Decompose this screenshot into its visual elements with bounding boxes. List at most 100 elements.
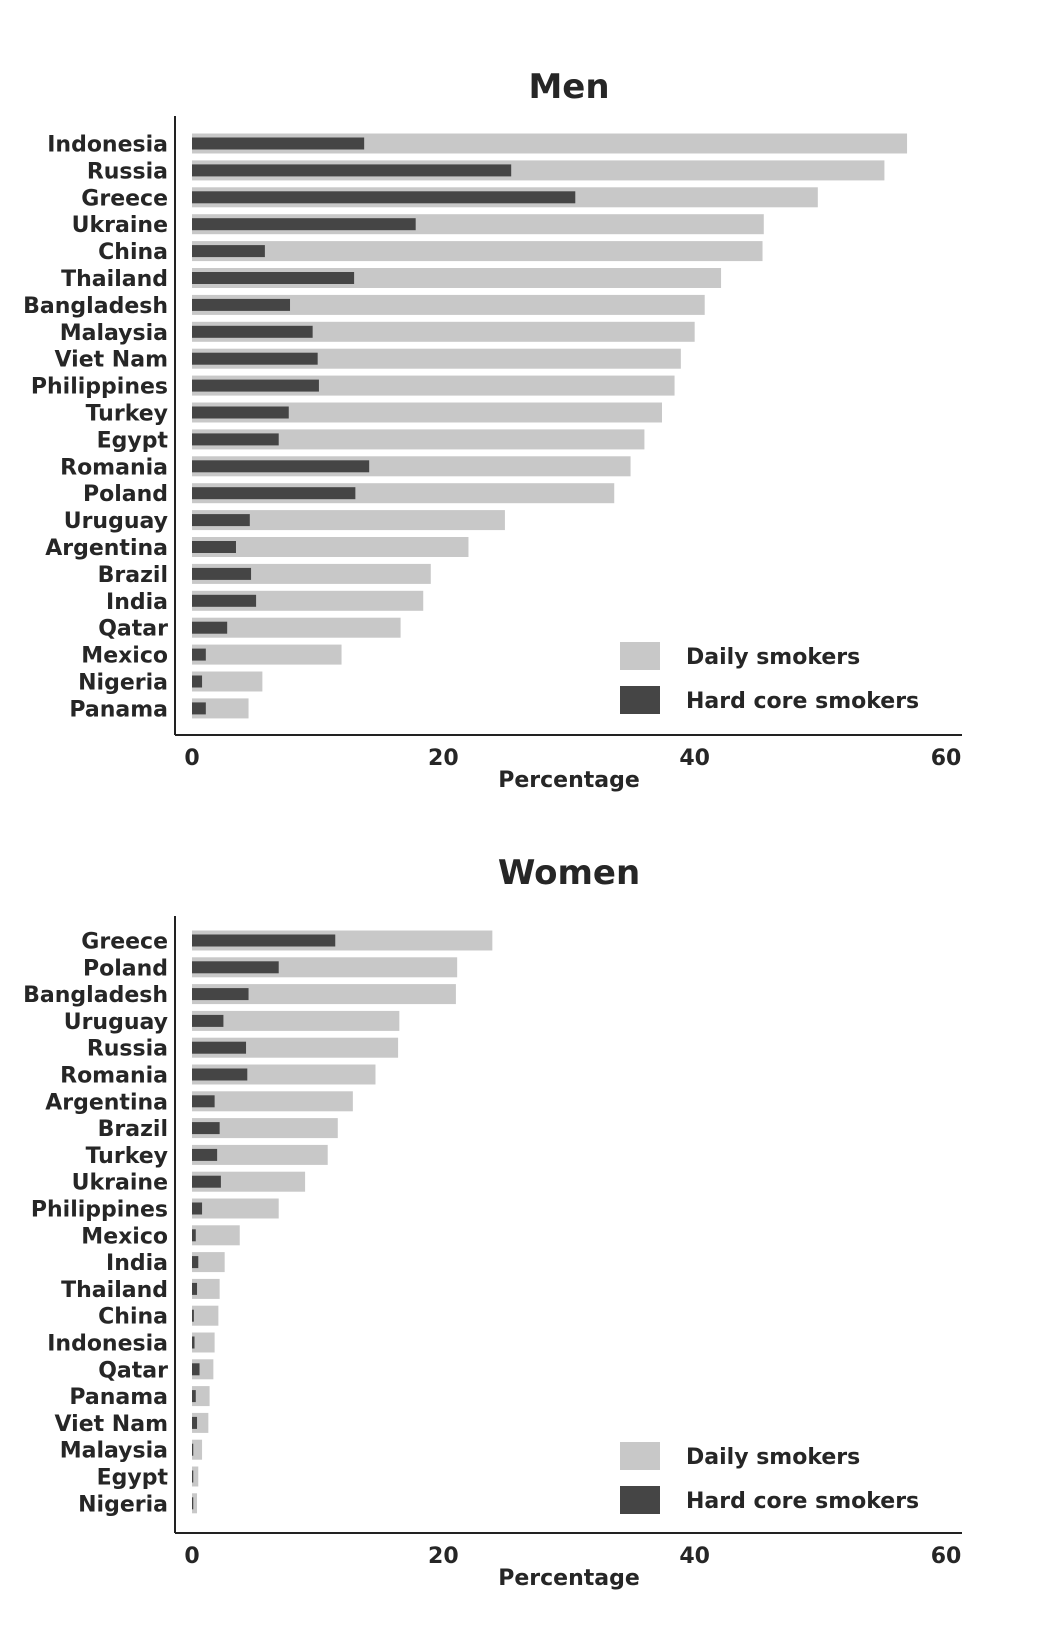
bar-hardcore-uruguay xyxy=(192,1014,224,1027)
category-label: Viet Nam xyxy=(55,1412,168,1437)
bar-hardcore-greece xyxy=(192,191,576,204)
category-label: China xyxy=(98,1305,168,1330)
legend-label: Daily smokers xyxy=(686,645,860,670)
bar-hardcore-china xyxy=(192,245,265,258)
legend: Daily smokers Hard core smokers xyxy=(620,642,919,714)
bar-hardcore-uruguay xyxy=(192,514,250,527)
x-tick-label: 60 xyxy=(931,746,962,771)
bar-hardcore-egypt xyxy=(192,433,279,446)
bar-hardcore-malaysia xyxy=(192,1443,194,1456)
category-label: Philippines xyxy=(31,1198,168,1223)
bar-hardcore-ukraine xyxy=(192,1175,221,1188)
category-label: Malaysia xyxy=(60,321,168,346)
bar-hardcore-thailand xyxy=(192,272,355,284)
bar-hardcore-russia xyxy=(192,1041,247,1054)
category-label: Argentina xyxy=(45,1090,168,1115)
bar-daily-qatar xyxy=(192,617,401,638)
category-label: Turkey xyxy=(86,402,168,427)
category-label: Bangladesh xyxy=(23,983,168,1008)
x-tick-label: 0 xyxy=(184,746,199,771)
bar-daily-brazil xyxy=(192,1118,338,1139)
category-label: Ukraine xyxy=(72,1171,168,1196)
bar-hardcore-indonesia xyxy=(192,137,365,150)
bar-daily-panama xyxy=(192,1386,210,1407)
category-label: Philippines xyxy=(31,375,168,400)
bar-hardcore-turkey xyxy=(192,1148,218,1161)
bar-hardcore-philippines xyxy=(192,1202,203,1215)
bar-hardcore-romania xyxy=(192,460,370,473)
category-label: Brazil xyxy=(98,1117,168,1142)
bar-daily-turkey xyxy=(192,402,662,423)
bar-daily-mexico xyxy=(192,644,342,665)
legend-label: Hard core smokers xyxy=(686,689,919,714)
bar-hardcore-argentina xyxy=(192,541,236,553)
bar-daily-brazil xyxy=(192,563,431,584)
bar-hardcore-russia xyxy=(192,164,512,177)
category-label: Ukraine xyxy=(72,213,168,238)
category-label: China xyxy=(98,240,168,265)
bar-daily-panama xyxy=(192,698,249,719)
bar-hardcore-mexico xyxy=(192,648,206,661)
bar-hardcore-viet-nam xyxy=(192,352,318,365)
bar-hardcore-india xyxy=(192,594,257,607)
bar-hardcore-greece xyxy=(192,934,336,947)
bar-hardcore-mexico xyxy=(192,1229,196,1242)
panel-men: Men IndonesiaRussiaGreeceUkraineChinaThai… xyxy=(23,67,962,793)
bar-hardcore-poland xyxy=(192,487,356,500)
legend: Daily smokers Hard core smokers xyxy=(620,1442,919,1514)
bar-daily-uruguay xyxy=(192,510,505,531)
bar-hardcore-nigeria xyxy=(192,1497,194,1510)
category-label: Qatar xyxy=(98,1358,168,1383)
chart-title: Women xyxy=(498,853,640,893)
bar-daily-china xyxy=(192,1305,219,1326)
x-tick-label: 60 xyxy=(931,1544,962,1569)
legend-swatch-hardcore xyxy=(620,1486,660,1514)
bar-hardcore-ukraine xyxy=(192,218,416,231)
bar-hardcore-brazil xyxy=(192,567,252,580)
category-label: Greece xyxy=(81,930,168,955)
category-label: Turkey xyxy=(86,1144,168,1169)
x-tick-label: 40 xyxy=(679,746,710,771)
bar-daily-uruguay xyxy=(192,1010,400,1031)
legend-label: Hard core smokers xyxy=(686,1489,919,1514)
bar-daily-china xyxy=(192,241,763,262)
bar-hardcore-romania xyxy=(192,1068,248,1081)
category-label: Panama xyxy=(69,697,168,722)
category-label: Viet Nam xyxy=(55,348,168,373)
bar-daily-india xyxy=(192,1252,225,1273)
bar-hardcore-argentina xyxy=(192,1095,215,1108)
category-label: Indonesia xyxy=(47,1332,168,1357)
category-label: India xyxy=(106,590,168,615)
legend-swatch-daily xyxy=(620,1442,660,1470)
bar-hardcore-nigeria xyxy=(192,675,203,688)
x-tick-label: 20 xyxy=(428,746,459,771)
category-label: Uruguay xyxy=(64,1010,168,1035)
bar-daily-malaysia xyxy=(192,321,695,342)
bar-hardcore-egypt xyxy=(192,1470,194,1483)
x-axis-label: Percentage xyxy=(498,1566,640,1591)
chart-title: Men xyxy=(528,67,609,107)
bar-daily-nigeria xyxy=(192,671,263,692)
category-label: Nigeria xyxy=(78,671,168,696)
bar-hardcore-qatar xyxy=(192,1363,200,1376)
category-label: Russia xyxy=(87,159,168,184)
bar-daily-argentina xyxy=(192,537,469,557)
bar-daily-nigeria xyxy=(192,1493,198,1514)
x-tick-label: 20 xyxy=(428,1544,459,1569)
bar-hardcore-poland xyxy=(192,961,279,974)
bar-hardcore-panama xyxy=(192,702,206,715)
category-label: Argentina xyxy=(45,536,168,561)
category-label: Egypt xyxy=(97,428,169,453)
bar-hardcore-turkey xyxy=(192,406,289,419)
category-label: Indonesia xyxy=(47,133,168,158)
category-label: Greece xyxy=(81,186,168,211)
bar-hardcore-malaysia xyxy=(192,325,313,338)
bar-daily-argentina xyxy=(192,1091,353,1112)
bar-daily-indonesia xyxy=(192,1332,215,1353)
bar-hardcore-bangladesh xyxy=(192,988,249,1001)
x-tick-label: 0 xyxy=(184,1544,199,1569)
category-label: Brazil xyxy=(98,563,168,588)
bar-daily-malaysia xyxy=(192,1439,203,1460)
category-label: Mexico xyxy=(81,1224,168,1249)
bar-hardcore-panama xyxy=(192,1390,196,1403)
